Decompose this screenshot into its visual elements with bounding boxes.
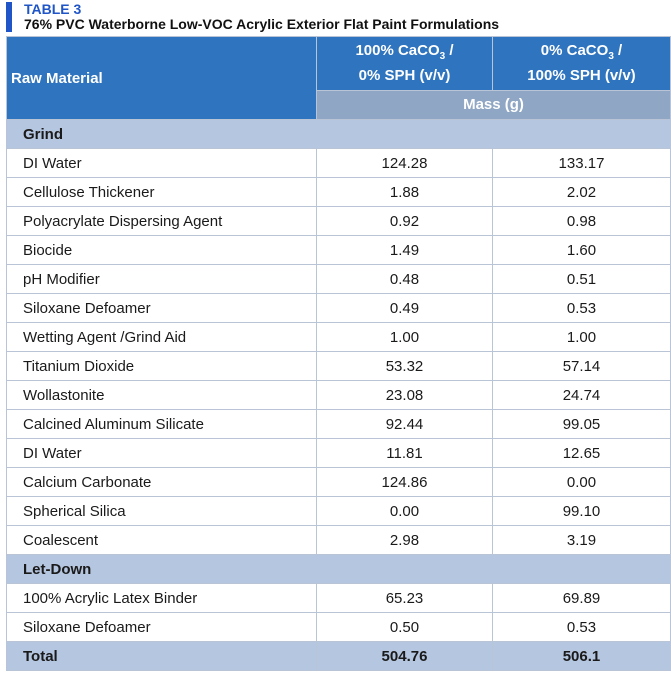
table-row: Calcium Carbonate 124.86 0.00 — [6, 467, 671, 497]
sph-mass-cell: 133.17 — [492, 148, 671, 178]
caco3-mass-cell: 1.88 — [316, 177, 493, 207]
section-title: Let-Down — [6, 554, 671, 584]
material-cell: DI Water — [6, 438, 317, 468]
table-row: Siloxane Defoamer 0.50 0.53 — [6, 612, 671, 642]
caco3-mass-cell: 124.86 — [316, 467, 493, 497]
sph-mass-cell: 57.14 — [492, 351, 671, 381]
column-header-sph: 0% CaCO3 / 100% SPH (v/v) — [492, 36, 671, 91]
material-cell: Calcium Carbonate — [6, 467, 317, 497]
sph-mass-cell: 0.53 — [492, 293, 671, 323]
caco3-mass-cell: 11.81 — [316, 438, 493, 468]
table-row: Cellulose Thickener 1.88 2.02 — [6, 177, 671, 207]
total-sph-mass: 506.1 — [492, 641, 671, 671]
column-header-caco3-line1: 100% CaCO3 / — [355, 42, 454, 63]
sph-mass-cell: 1.60 — [492, 235, 671, 265]
caco3-mass-cell: 1.00 — [316, 322, 493, 352]
sph-mass-cell: 0.53 — [492, 612, 671, 642]
formulation-table: Raw Material 100% CaCO3 / 0% SPH (v/v) 0… — [6, 36, 671, 671]
caco3-mass-cell: 65.23 — [316, 583, 493, 613]
material-cell: Calcined Aluminum Silicate — [6, 409, 317, 439]
caco3-mass-cell: 0.49 — [316, 293, 493, 323]
table-row: DI Water 124.28 133.17 — [6, 148, 671, 178]
sph-mass-cell: 69.89 — [492, 583, 671, 613]
total-caco3-mass: 504.76 — [316, 641, 493, 671]
table-row: Polyacrylate Dispersing Agent 0.92 0.98 — [6, 206, 671, 236]
column-header-sph-line2: 100% SPH (v/v) — [527, 67, 636, 85]
material-cell: DI Water — [6, 148, 317, 178]
column-header-caco3: 100% CaCO3 / 0% SPH (v/v) — [316, 36, 493, 91]
sph-mass-cell: 0.00 — [492, 467, 671, 497]
table-row: Biocide 1.49 1.60 — [6, 235, 671, 265]
material-cell: pH Modifier — [6, 264, 317, 294]
caption-accent-bar — [6, 2, 12, 32]
section-row: Grind — [6, 119, 671, 149]
table-row: Spherical Silica 0.00 99.10 — [6, 496, 671, 526]
table-body: Grind DI Water 124.28 133.17 Cellulose Thick… — [6, 119, 671, 671]
caco3-mass-cell: 92.44 — [316, 409, 493, 439]
table-row: Wollastonite 23.08 24.74 — [6, 380, 671, 410]
caco3-mass-cell: 0.00 — [316, 496, 493, 526]
caco3-mass-cell: 23.08 — [316, 380, 493, 410]
mass-header: Mass (g) — [316, 89, 671, 121]
raw-material-header: Raw Material — [6, 36, 317, 120]
material-cell: Wetting Agent /Grind Aid — [6, 322, 317, 352]
material-cell: Polyacrylate Dispersing Agent — [6, 206, 317, 236]
sph-mass-cell: 3.19 — [492, 525, 671, 555]
sph-mass-cell: 2.02 — [492, 177, 671, 207]
caco3-mass-cell: 1.49 — [316, 235, 493, 265]
material-cell: Titanium Dioxide — [6, 351, 317, 381]
table-label: TABLE 3 — [24, 1, 82, 17]
total-row: Total 504.76 506.1 — [6, 641, 671, 671]
caco3-mass-cell: 2.98 — [316, 525, 493, 555]
material-cell: Cellulose Thickener — [6, 177, 317, 207]
caco3-mass-cell: 124.28 — [316, 148, 493, 178]
section-title: Grind — [6, 119, 671, 149]
material-cell: Spherical Silica — [6, 496, 317, 526]
caco3-mass-cell: 0.48 — [316, 264, 493, 294]
table-title: 76% PVC Waterborne Low-VOC Acrylic Exter… — [24, 16, 500, 32]
material-cell: Siloxane Defoamer — [6, 293, 317, 323]
sph-mass-cell: 99.10 — [492, 496, 671, 526]
table-row: DI Water 11.81 12.65 — [6, 438, 671, 468]
section-row: Let-Down — [6, 554, 671, 584]
table-row: Titanium Dioxide 53.32 57.14 — [6, 351, 671, 381]
caco3-mass-cell: 0.92 — [316, 206, 493, 236]
caco3-mass-cell: 53.32 — [316, 351, 493, 381]
material-cell: Wollastonite — [6, 380, 317, 410]
table-row: Coalescent 2.98 3.19 — [6, 525, 671, 555]
table-row: pH Modifier 0.48 0.51 — [6, 264, 671, 294]
table-row: Calcined Aluminum Silicate 92.44 99.05 — [6, 409, 671, 439]
material-cell: Coalescent — [6, 525, 317, 555]
column-header-sph-line1: 0% CaCO3 / — [540, 42, 623, 63]
material-cell: Siloxane Defoamer — [6, 612, 317, 642]
table-row: 100% Acrylic Latex Binder 65.23 69.89 — [6, 583, 671, 613]
table-row: Siloxane Defoamer 0.49 0.53 — [6, 293, 671, 323]
sph-mass-cell: 0.98 — [492, 206, 671, 236]
sph-mass-cell: 24.74 — [492, 380, 671, 410]
material-cell: 100% Acrylic Latex Binder — [6, 583, 317, 613]
sph-mass-cell: 1.00 — [492, 322, 671, 352]
table-row: Wetting Agent /Grind Aid 1.00 1.00 — [6, 322, 671, 352]
column-header-caco3-line2: 0% SPH (v/v) — [358, 67, 451, 85]
sph-mass-cell: 0.51 — [492, 264, 671, 294]
sph-mass-cell: 99.05 — [492, 409, 671, 439]
sph-mass-cell: 12.65 — [492, 438, 671, 468]
caco3-mass-cell: 0.50 — [316, 612, 493, 642]
total-label: Total — [6, 641, 317, 671]
table-caption: TABLE 3 76% PVC Waterborne Low-VOC Acryl… — [0, 0, 671, 36]
material-cell: Biocide — [6, 235, 317, 265]
